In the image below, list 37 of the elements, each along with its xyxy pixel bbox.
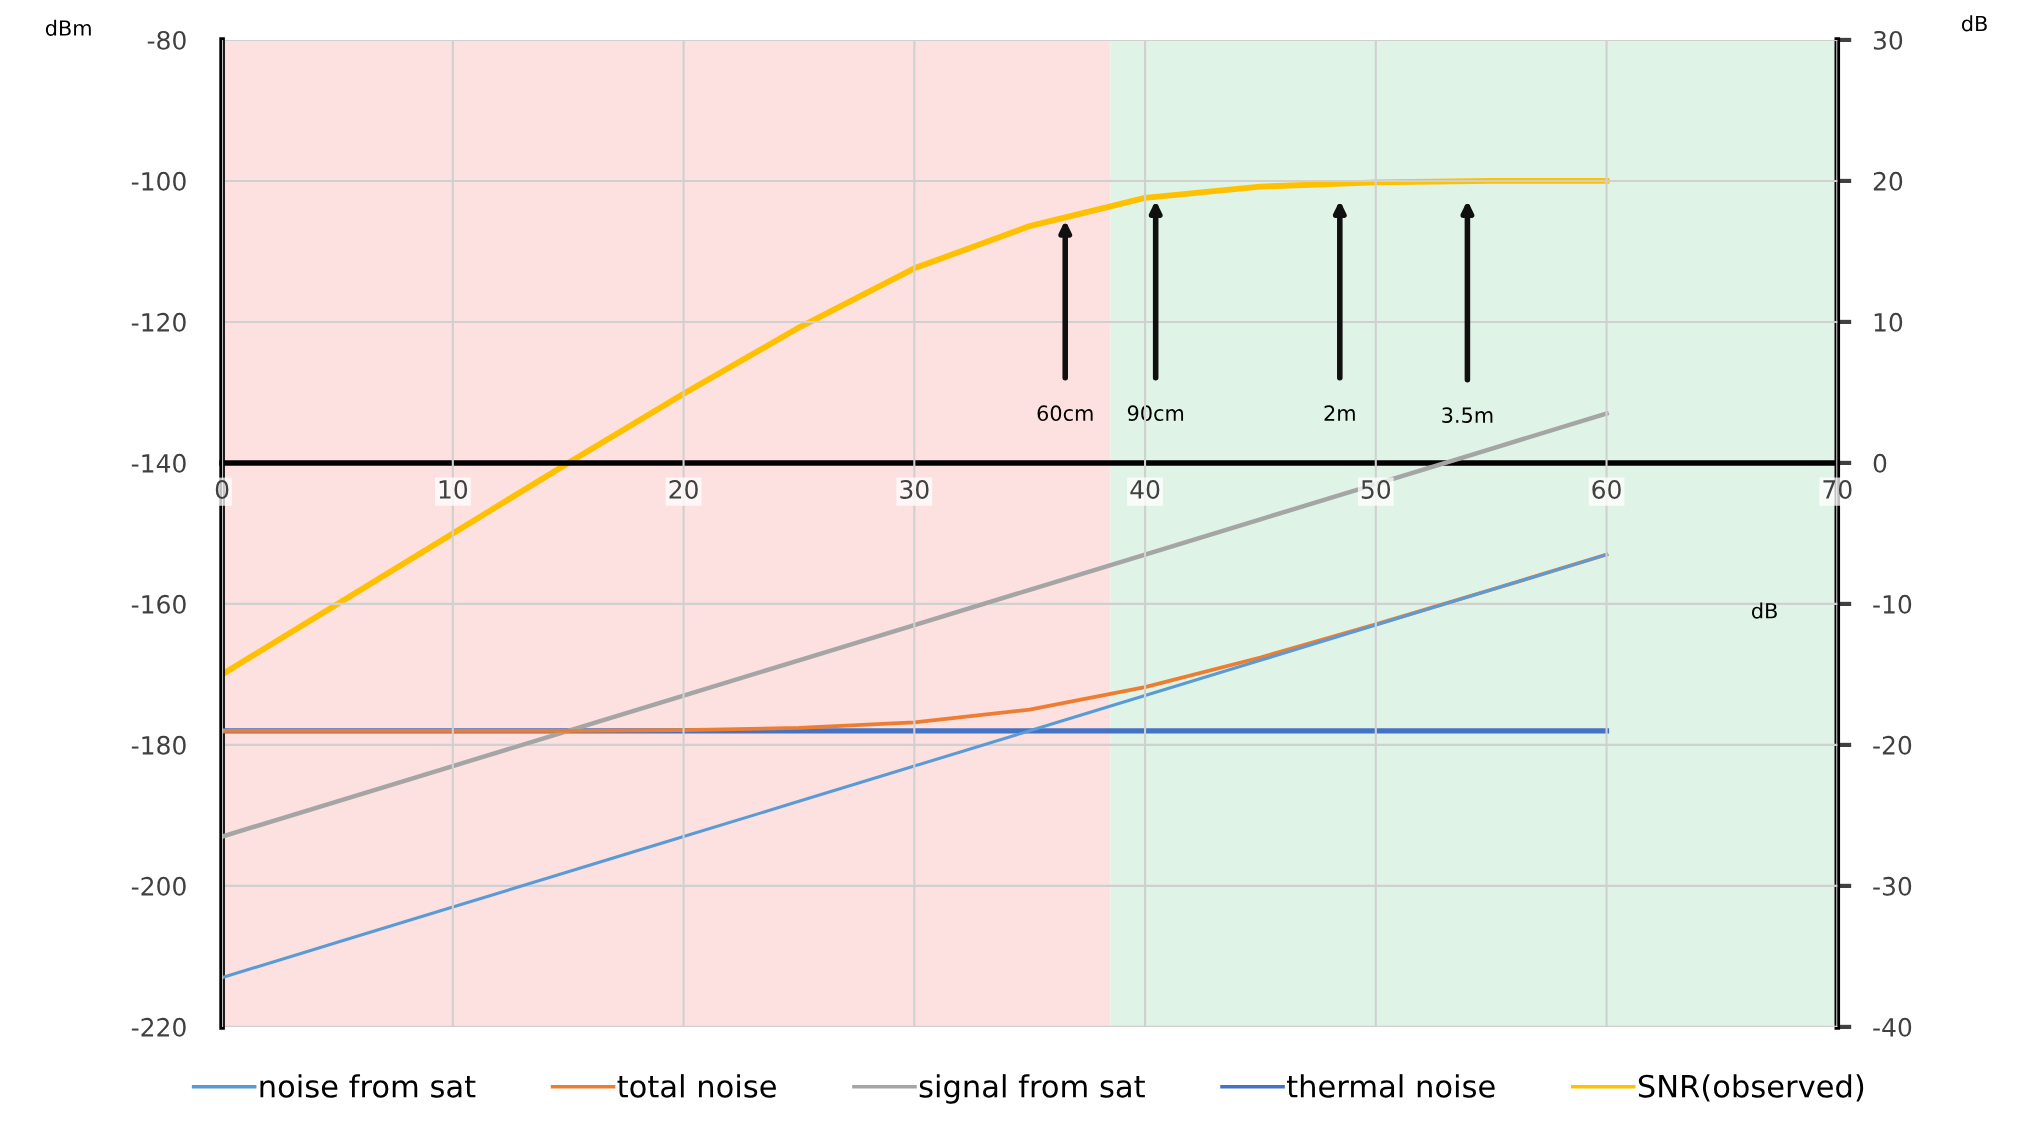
- x-tick-label: 10: [439, 480, 468, 499]
- y-tick-label: -120: [131, 312, 186, 332]
- y-tick-label: -100: [131, 171, 186, 191]
- y2-tick-label: 0: [1873, 453, 1887, 473]
- y2-axis-title: dB: [1961, 15, 1987, 32]
- x-tick-label: 60: [1592, 480, 1621, 499]
- legend-label: noise from sat: [260, 1074, 476, 1098]
- line-series: [222, 553, 1609, 980]
- legend-label: thermal noise: [1286, 1074, 1495, 1098]
- x-tick-label: 70: [1823, 480, 1852, 499]
- y-tick-label: -80: [147, 30, 186, 50]
- x-tick-label: 40: [1130, 480, 1160, 499]
- annotation: 90cm: [1127, 405, 1184, 422]
- y2-tick-label: -30: [1873, 876, 1912, 896]
- annotation: 60cm: [1037, 405, 1093, 422]
- y2-tick-label: -40: [1873, 1017, 1912, 1037]
- annotation: 2m: [1324, 405, 1355, 421]
- y-tick-label: -160: [131, 594, 186, 614]
- y-tick-label: -180: [131, 735, 186, 755]
- y-tick-label: -140: [131, 453, 186, 473]
- y-axis-title: dBm: [45, 19, 91, 36]
- x-tick-label: 50: [1361, 480, 1391, 499]
- x-tick-label: 20: [669, 480, 698, 499]
- y2-tick-label: 20: [1873, 171, 1903, 191]
- y2-tick-label: -20: [1873, 735, 1912, 755]
- y2-tick-label: 30: [1873, 30, 1903, 50]
- y2-tick-label: 10: [1874, 312, 1903, 332]
- y-tick-label: -200: [131, 876, 186, 896]
- x-tick-label: 0: [215, 480, 229, 499]
- annotation: 3.5m: [1442, 407, 1493, 423]
- legend-label: total noise: [617, 1074, 776, 1098]
- x-tick-label: 30: [900, 480, 929, 499]
- y-tick-label: -220: [131, 1017, 186, 1037]
- legend-label: signal from sat: [919, 1074, 1145, 1104]
- legend-label: SNR(observed): [1638, 1074, 1864, 1102]
- y2-tick-label: -10: [1873, 594, 1912, 614]
- x-axis-title: dB: [1752, 602, 1777, 619]
